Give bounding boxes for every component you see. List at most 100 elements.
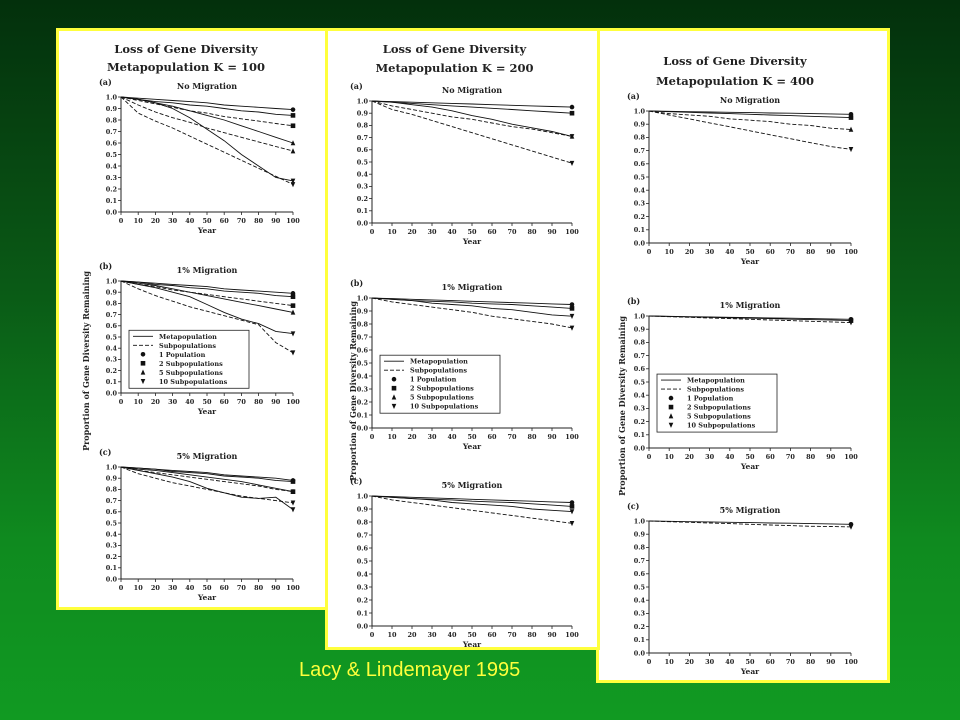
- y-tick-label: 0.8: [106, 486, 118, 494]
- x-tick-label: 0: [119, 398, 124, 406]
- y-tick-label: 0.3: [634, 405, 646, 413]
- x-tick-label: 10: [665, 248, 675, 256]
- x-tick-label: 90: [271, 584, 281, 592]
- subplot-label: (b): [350, 278, 363, 288]
- subplot-title: 1% Migration: [720, 300, 781, 310]
- x-axis-label: Year: [197, 593, 217, 602]
- y-tick-label: 0.1: [357, 609, 368, 617]
- y-axis-label: Proportion of Gene Diversity Remaining: [617, 316, 627, 496]
- x-tick-label: 0: [119, 217, 124, 225]
- legend-marker: [668, 422, 674, 428]
- y-axis-label: Proportion of Gene Diversity Remaining: [348, 301, 358, 481]
- x-tick-label: 90: [826, 248, 836, 256]
- x-tick-label: 60: [487, 433, 497, 441]
- y-tick-label: 0.2: [106, 553, 117, 561]
- chart-k400-svg: Loss of Gene Diversity Metapopulation K =…: [617, 54, 858, 676]
- series-line: [120, 96, 294, 182]
- y-tick-label: 0.2: [357, 596, 368, 604]
- series-line: [120, 96, 294, 152]
- y-tick-label: 0.6: [357, 346, 369, 354]
- figure-panel-k100: Loss of Gene Diversity Metapopulation K =…: [56, 28, 332, 610]
- series-line: [120, 280, 294, 294]
- y-tick-label: 0.6: [634, 160, 646, 168]
- series-line: [120, 280, 294, 354]
- y-tick-label: 0.1: [634, 431, 645, 439]
- x-tick-label: 10: [134, 584, 144, 592]
- series-marker: [290, 500, 296, 506]
- series-line: [371, 100, 573, 137]
- y-tick-label: 0.6: [357, 146, 369, 154]
- legend-label: 5 Subpopulations: [410, 394, 474, 402]
- x-axis-label: Year: [197, 226, 217, 235]
- y-tick-label: 0.2: [357, 398, 368, 406]
- x-tick-label: 90: [547, 228, 557, 236]
- x-axis-label: Year: [740, 257, 760, 266]
- x-tick-label: 100: [286, 398, 300, 406]
- x-axis-label: Year: [740, 667, 760, 676]
- legend-label: 10 Subpopulations: [159, 378, 228, 386]
- figure-panel-k200: Loss of Gene Diversity Metapopulation K =…: [325, 28, 600, 650]
- subplot-title: No Migration: [177, 81, 237, 91]
- chart-subtitle: Metapopulation K = 100: [107, 60, 265, 74]
- y-tick-label: 0.1: [634, 226, 645, 234]
- y-tick-label: 0.7: [106, 497, 117, 505]
- subplot-1: (a) No Migration 0 10 20 30 40 50 60 70 80 90 100 0.0…: [99, 77, 300, 235]
- x-tick-label: 30: [427, 228, 437, 236]
- x-tick-label: 100: [565, 228, 579, 236]
- legend-marker: [391, 394, 397, 400]
- y-tick-label: 0.9: [357, 307, 369, 315]
- x-tick-label: 70: [786, 248, 796, 256]
- y-tick-label: 1.0: [634, 107, 646, 115]
- y-tick-label: 0.8: [634, 134, 646, 142]
- x-tick-label: 40: [725, 248, 735, 256]
- legend-box: [379, 354, 501, 414]
- x-tick-label: 70: [786, 453, 796, 461]
- chart-title: Loss of Gene Diversity: [663, 54, 807, 68]
- y-tick-label: 0.7: [634, 147, 645, 155]
- citation-caption: Lacy & Lindemayer 1995: [299, 659, 521, 681]
- x-tick-label: 80: [527, 433, 537, 441]
- legend-label: 5 Subpopulations: [687, 413, 751, 421]
- y-axis-label: Proportion of Gene Diversity Remaining: [81, 271, 91, 451]
- x-tick-label: 60: [220, 584, 230, 592]
- series-line: [120, 466, 294, 510]
- series-marker: [848, 524, 854, 530]
- x-tick-label: 70: [237, 584, 247, 592]
- figure-panel-k400: Loss of Gene Diversity Metapopulation K =…: [596, 28, 890, 683]
- series-line: [120, 96, 294, 144]
- y-tick-label: 0.9: [357, 505, 369, 513]
- legend-label: 1 Population: [687, 395, 734, 403]
- x-axis-label: Year: [462, 442, 482, 451]
- series-line: [120, 96, 294, 116]
- series-marker: [290, 489, 296, 494]
- y-tick-label: 0.6: [634, 570, 646, 578]
- y-tick-label: 0.4: [634, 187, 646, 195]
- y-tick-label: 0.2: [106, 367, 117, 375]
- y-tick-label: 0.3: [106, 356, 118, 364]
- y-tick-label: 1.0: [106, 463, 118, 471]
- y-tick-label: 1.0: [106, 93, 118, 101]
- y-tick-label: 0.3: [634, 610, 646, 618]
- x-axis-label: Year: [462, 237, 482, 246]
- x-tick-label: 50: [745, 453, 755, 461]
- series-line: [371, 297, 573, 317]
- x-tick-label: 0: [647, 453, 652, 461]
- x-tick-label: 40: [725, 658, 735, 666]
- subplot-3: (c) 5% Migration 0 10 20 30 40 50 60 70 80 90 100 0.0…: [350, 476, 579, 647]
- x-tick-label: 90: [547, 631, 557, 639]
- y-tick-label: 0.8: [357, 122, 369, 130]
- x-tick-label: 0: [370, 631, 375, 639]
- legend-marker: [391, 385, 397, 391]
- series-line: [371, 100, 573, 137]
- subplot-label: (a): [627, 91, 640, 101]
- y-tick-label: 0.4: [106, 345, 118, 353]
- series-marker: [848, 115, 854, 120]
- series-line: [120, 280, 294, 307]
- y-tick-label: 0.7: [634, 352, 645, 360]
- y-tick-label: 0.5: [357, 158, 369, 166]
- subplot-2: (b) 1% Migration 0 10 20 30 40 50 60 70 80 90 100 0.0…: [99, 261, 300, 416]
- x-tick-label: 70: [507, 631, 517, 639]
- y-tick-label: 0.4: [357, 372, 369, 380]
- y-tick-label: 0.8: [106, 300, 118, 308]
- series-marker: [290, 113, 296, 118]
